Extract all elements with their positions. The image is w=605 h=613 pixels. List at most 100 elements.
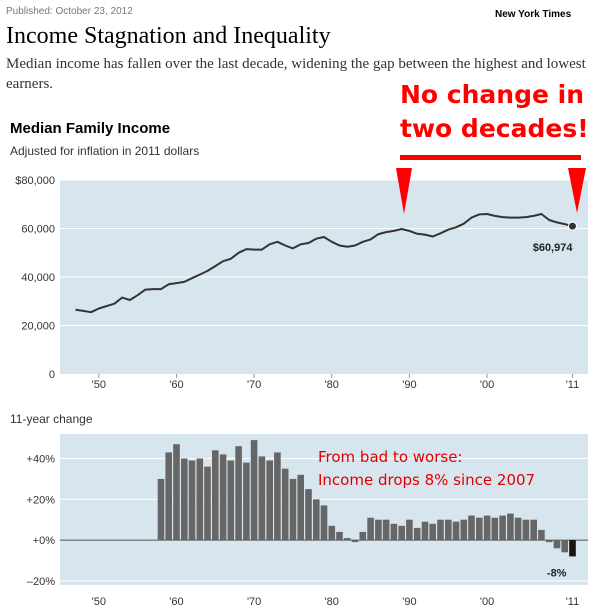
chart2-title: 11-year change <box>10 412 93 426</box>
chart2-bar <box>476 517 483 541</box>
chart1-end-label: $60,974 <box>533 242 574 254</box>
chart2-bar <box>173 444 180 541</box>
chart2-bar <box>437 519 444 541</box>
chart2-bar <box>212 450 219 541</box>
chart2-bar <box>235 446 242 541</box>
chart2-xtick-label: '80 <box>325 596 339 608</box>
chart1-xtick-label: '60 <box>169 379 183 391</box>
chart2-xtick-label: '00 <box>480 596 494 608</box>
chart1-xtick-label: '70 <box>247 379 261 391</box>
chart2-bar <box>538 529 545 541</box>
chart2-bar <box>204 466 211 541</box>
chart2-bar <box>266 460 273 541</box>
chart2-bar <box>367 517 374 541</box>
chart2-bar <box>344 538 351 541</box>
chart2-xtick-label: '90 <box>402 596 416 608</box>
chart2-bar <box>320 505 328 541</box>
chart2-bar <box>421 521 429 541</box>
chart2-bar <box>491 517 499 541</box>
chart2-bar <box>196 458 204 541</box>
chart2-xtick-label: '60 <box>169 596 183 608</box>
arrow-1990-icon <box>396 168 412 214</box>
chart1-series-line <box>75 213 573 314</box>
chart2-ytick-label: +20% <box>27 494 56 506</box>
chart1-xtick-label: '90 <box>402 379 416 391</box>
chart2-bar <box>390 523 398 541</box>
chart2-bar <box>507 513 514 541</box>
chart2-bar <box>522 519 530 541</box>
chart2-bar <box>483 515 491 541</box>
chart1-xtick-label: '00 <box>480 379 494 391</box>
chart1-xtick-label: '80 <box>325 379 339 391</box>
arrow-2011-icon <box>568 168 586 213</box>
chart2-bar <box>359 531 367 541</box>
chart1-ytick-label: 0 <box>49 369 55 381</box>
chart2-bar <box>305 489 312 541</box>
chart2-bar <box>561 540 568 553</box>
annotation-no-change-line2: two decades! <box>400 114 589 143</box>
annotation-bad-to-worse: From bad to worse: Income drops 8% since… <box>318 446 535 492</box>
chart2-end-label: -8% <box>547 567 567 579</box>
annotation-arrows <box>396 168 586 214</box>
chart2-bar <box>499 515 506 541</box>
chart2-xtick-label: '70 <box>247 596 261 608</box>
chart2-bar <box>227 460 235 541</box>
chart2-bar <box>351 540 359 543</box>
chart2-bar <box>445 519 452 541</box>
chart2-bar <box>545 540 553 543</box>
chart2-bar <box>328 525 336 541</box>
chart1-ytick-label: 40,000 <box>21 272 55 284</box>
chart2-bar <box>165 452 172 541</box>
chart2-bar <box>460 519 468 541</box>
chart2-bar <box>157 478 165 541</box>
annotation-bad-to-worse-line1: From bad to worse: <box>318 448 463 466</box>
chart2-xtick-label: '11 <box>566 596 580 608</box>
chart2-bar <box>468 515 475 541</box>
published-date: Published: October 23, 2012 <box>6 6 133 17</box>
chart2-bar <box>250 440 258 541</box>
chart2-bar <box>569 540 576 557</box>
annotation-no-change: No change in two decades! <box>400 78 589 146</box>
chart1-title: Median Family Income <box>10 120 171 137</box>
chart2-ytick-label: –20% <box>27 576 55 588</box>
chart2-bar <box>289 478 297 541</box>
chart1-subtitle: Adjusted for inflation in 2011 dollars <box>10 144 200 158</box>
source-label: New York Times <box>495 9 572 20</box>
chart2-bar <box>553 540 561 549</box>
chart2-bar <box>382 519 390 541</box>
chart2-bar <box>413 527 421 541</box>
chart2-xtick-label: '50 <box>92 596 106 608</box>
chart2-bar <box>258 456 266 541</box>
chart2-bar <box>375 519 382 541</box>
chart2-bar <box>274 452 281 541</box>
chart1-ytick-label: 60,000 <box>21 224 55 236</box>
chart2-bar <box>281 468 289 541</box>
chart2-bar <box>313 499 320 541</box>
chart2-bar <box>514 517 522 541</box>
chart2-ytick-label: +0% <box>33 535 56 547</box>
chart1-end-point <box>567 221 577 231</box>
chart2-bar <box>429 523 436 541</box>
chart1-ytick-label: 20,000 <box>21 321 55 333</box>
chart2-bar <box>398 525 405 541</box>
chart2-bar <box>243 462 250 541</box>
annotation-no-change-line1: No change in <box>400 80 585 109</box>
chart1-ytick-label: $80,000 <box>15 175 55 187</box>
chart2-ytick-label: +40% <box>27 453 56 465</box>
headline: Income Stagnation and Inequality <box>6 23 331 49</box>
chart2-bar <box>452 521 460 541</box>
chart2-bar <box>297 474 304 541</box>
chart2-bar <box>406 519 413 541</box>
chart2-bar <box>530 519 537 541</box>
chart2-bar <box>336 531 343 541</box>
chart2-bar <box>188 460 196 541</box>
chart1-xtick-label: '11 <box>566 379 580 391</box>
chart1-xtick-label: '50 <box>92 379 106 391</box>
annotation-bad-to-worse-line2: Income drops 8% since 2007 <box>318 471 536 489</box>
annotation-underline <box>400 155 581 160</box>
chart2-bar <box>181 458 188 541</box>
income-line-chart: 0 20,000 40,000 60,000 $80,000 '50 '60 '70 '80 '9… <box>15 175 588 391</box>
change-bar-chart: –20% +0% +20% +40% -8% '50 '60 '70 '80 '90 '00 '11 <box>27 434 588 608</box>
chart2-bar <box>219 454 227 541</box>
